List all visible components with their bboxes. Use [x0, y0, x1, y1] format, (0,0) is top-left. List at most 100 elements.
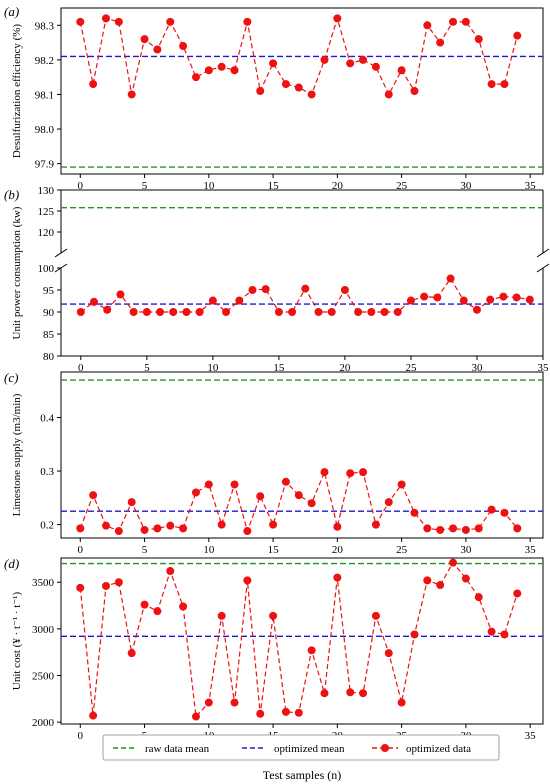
optimized-data-point	[371, 520, 380, 529]
y-tick-label: 0.2	[40, 520, 54, 532]
optimized-data-point	[153, 524, 162, 533]
x-tick-label: 25	[396, 544, 408, 556]
x-tick-label: 5	[144, 362, 150, 374]
optimized-data-point	[281, 707, 290, 716]
panel-d-label: (d)	[4, 556, 19, 571]
optimized-data-point	[333, 522, 342, 531]
optimized-data-point	[217, 520, 226, 529]
optimized-data-point	[89, 80, 98, 89]
legend-raw-mean-label: raw data mean	[145, 743, 210, 755]
optimized-data-point	[288, 308, 297, 316]
optimized-data-point	[513, 31, 522, 40]
optimized-data-point	[256, 492, 265, 501]
optimized-data-point	[269, 611, 278, 620]
optimized-data-point	[179, 524, 188, 533]
panel-a-frame	[60, 7, 544, 175]
optimized-data-point	[204, 480, 213, 489]
optimized-data-point	[294, 491, 303, 500]
y-tick-label: 3500	[32, 577, 55, 589]
panel-c-xticks: 0 5 10 15 20 25 30 35	[78, 538, 536, 556]
optimized-data-point	[269, 59, 278, 68]
optimized-data-point	[327, 308, 336, 316]
optimized-data-point	[127, 649, 136, 658]
y-tick-label: 0.3	[40, 466, 54, 478]
optimized-data-line	[79, 561, 518, 718]
y-tick-label: 95	[43, 285, 55, 297]
optimized-data-point	[114, 17, 123, 26]
optimized-data-point	[166, 521, 175, 530]
optimized-data-point	[230, 66, 239, 75]
optimized-data-point	[307, 646, 316, 655]
x-tick-label: 0	[78, 544, 84, 556]
optimized-data-point	[449, 17, 458, 26]
x-tick-label: 15	[273, 362, 285, 374]
panel-a-ylabel: Desulfurization efficiency (%)	[11, 24, 23, 159]
optimized-data-point	[153, 45, 162, 54]
optimized-data-point	[204, 66, 213, 75]
optimized-data-point	[380, 308, 389, 316]
panel-a-yticks: 97.9 98.0 98.1 98.2 98.3	[35, 20, 61, 171]
optimized-data-point	[500, 630, 509, 639]
legend-optimized-mean-label: optimized mean	[274, 743, 345, 755]
optimized-data-point	[474, 35, 483, 44]
optimized-data-point	[307, 90, 316, 99]
y-tick-label: 97.9	[35, 159, 55, 171]
panel-c: (c) Limestone supply (m3/min) 0.20.30.4 …	[4, 370, 544, 556]
x-tick-label: 15	[268, 544, 280, 556]
optimized-data-point	[397, 698, 406, 707]
optimized-data-point	[76, 17, 85, 26]
optimized-data-point	[217, 611, 226, 620]
optimized-data-point	[359, 55, 368, 64]
y-tick-label: 3000	[32, 624, 55, 636]
optimized-data-line	[80, 277, 530, 313]
optimized-data-point	[393, 308, 402, 316]
axis-break-right-upper	[536, 248, 550, 258]
optimized-data-point	[153, 607, 162, 616]
x-tick-label: 0	[78, 730, 84, 742]
optimized-data-point	[410, 87, 419, 95]
optimized-data-point	[191, 73, 200, 82]
legend-box	[102, 734, 500, 761]
optimized-data-point	[101, 581, 110, 590]
optimized-data-point	[191, 712, 200, 721]
panel-c-yticks: 0.2 0.3 0.4	[40, 413, 61, 532]
legend-optimized-data-marker	[381, 744, 389, 752]
optimized-data-point	[436, 581, 445, 590]
optimized-data-point	[248, 286, 257, 294]
optimized-data-point	[512, 293, 521, 302]
optimized-data-point	[116, 290, 125, 299]
optimized-data-point	[397, 66, 406, 75]
panel-d-ylabel: Unit cost (¥ · t⁻¹ · t⁻¹)	[11, 592, 23, 691]
optimized-data-line	[79, 470, 518, 533]
optimized-data-point	[140, 35, 149, 44]
optimized-data-point	[89, 491, 98, 500]
panel-c-ylabel: Limestone supply (m3/min)	[11, 393, 23, 516]
optimized-data-point	[129, 308, 138, 316]
optimized-data-point	[256, 87, 265, 95]
panel-b-ylabel: Unit power consumption (kw)	[11, 206, 23, 339]
panel-b: (b) Unit power consumption (kw) 120 125 13…	[4, 185, 550, 374]
optimized-data-point	[166, 567, 175, 576]
x-tick-label: 15	[268, 180, 280, 192]
x-tick-label: 30	[460, 544, 472, 556]
legend: raw data mean optimized mean optimized d…	[102, 734, 500, 761]
optimized-data-point	[101, 14, 110, 23]
optimized-data-point	[114, 527, 123, 536]
optimized-data-point	[346, 688, 355, 697]
optimized-data-point	[269, 520, 278, 529]
panel-d-yticks: 2000 2500 3000 3500	[32, 577, 61, 729]
x-tick-label: 0	[78, 180, 84, 192]
optimized-data-point	[367, 308, 376, 316]
optimized-data-point	[410, 630, 419, 639]
optimized-data-point	[459, 296, 468, 305]
optimized-data-point	[204, 698, 213, 707]
optimized-data-point	[166, 17, 175, 26]
optimized-data-point	[346, 59, 355, 68]
x-tick-label: 10	[203, 544, 215, 556]
panel-c-lines	[61, 379, 543, 536]
optimized-data-point	[420, 292, 429, 301]
y-tick-label: 85	[43, 329, 55, 341]
optimized-data-point	[142, 308, 151, 316]
optimized-data-point	[525, 295, 534, 304]
